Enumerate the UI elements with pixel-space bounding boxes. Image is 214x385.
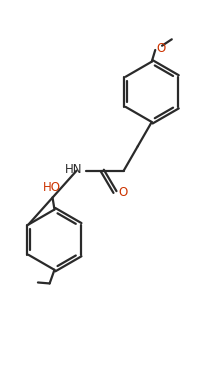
Text: HN: HN <box>65 162 82 176</box>
Text: HO: HO <box>43 181 61 194</box>
Text: O: O <box>119 186 128 199</box>
Text: O: O <box>157 42 166 55</box>
